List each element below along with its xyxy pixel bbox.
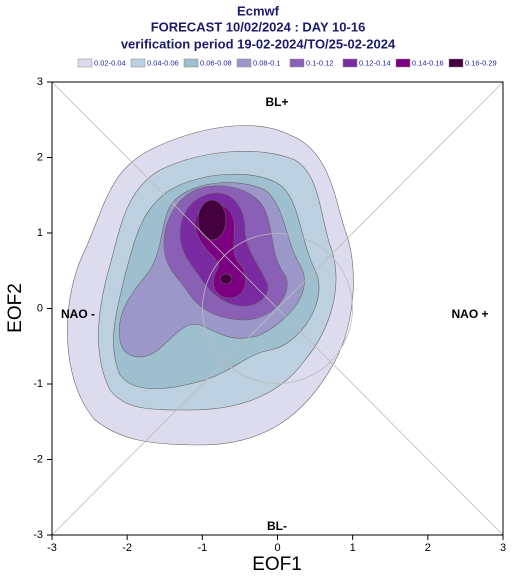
y-tick-label: 1	[37, 227, 43, 239]
legend-label: 0.02-0.04	[94, 58, 126, 67]
x-axis-label: EOF1	[252, 554, 302, 575]
y-tick-label: -2	[33, 453, 43, 465]
y-tick-label: 3	[37, 76, 43, 88]
legend-label: 0.1-0.12	[306, 58, 334, 67]
legend-swatch	[289, 58, 305, 68]
y-tick-label: 2	[37, 151, 43, 163]
annotation: BL-	[267, 519, 287, 533]
x-tick-label: 1	[350, 542, 356, 554]
x-tick-label: -2	[122, 542, 132, 554]
x-tick-label: -1	[197, 542, 207, 554]
legend-swatch	[183, 58, 199, 68]
contours	[67, 125, 354, 446]
legend-label: 0.14-0.16	[412, 58, 444, 67]
legend-swatch	[77, 58, 93, 68]
x-tick-label: 2	[425, 542, 431, 554]
legend-swatch	[130, 58, 146, 68]
legend-label: 0.06-0.08	[200, 58, 232, 67]
legend-label: 0.04-0.06	[147, 58, 179, 67]
y-tick-label: -1	[33, 378, 43, 390]
chart-period: verification period 19-02-2024/TO/25-02-…	[121, 36, 396, 51]
unit-circle	[202, 233, 353, 384]
x-tick-label: 0	[274, 542, 280, 554]
legend-swatch	[342, 58, 358, 68]
annotation: NAO -	[61, 307, 95, 321]
annotation: BL+	[265, 95, 288, 109]
annotation: NAO +	[451, 307, 488, 321]
chart-subtitle: FORECAST 10/02/2024 : DAY 10-16	[151, 19, 366, 34]
guides	[51, 81, 504, 536]
y-axis-label: EOF2	[5, 283, 26, 333]
density-contour	[219, 273, 233, 285]
legend-swatch	[395, 58, 411, 68]
density-contour	[197, 199, 227, 241]
diagonal	[51, 81, 504, 536]
y-tick-label: 0	[37, 302, 43, 314]
legend-swatch	[448, 58, 464, 68]
legend-swatch	[236, 58, 252, 68]
legend-label: 0.16-0.29	[465, 58, 497, 67]
x-tick-label: 3	[500, 542, 506, 554]
chart-title: Ecmwf	[237, 3, 280, 18]
legend-label: 0.08-0.1	[253, 58, 281, 67]
legend-label: 0.12-0.14	[359, 58, 391, 67]
y-tick-label: -3	[33, 529, 43, 541]
x-tick-label: -3	[47, 542, 57, 554]
